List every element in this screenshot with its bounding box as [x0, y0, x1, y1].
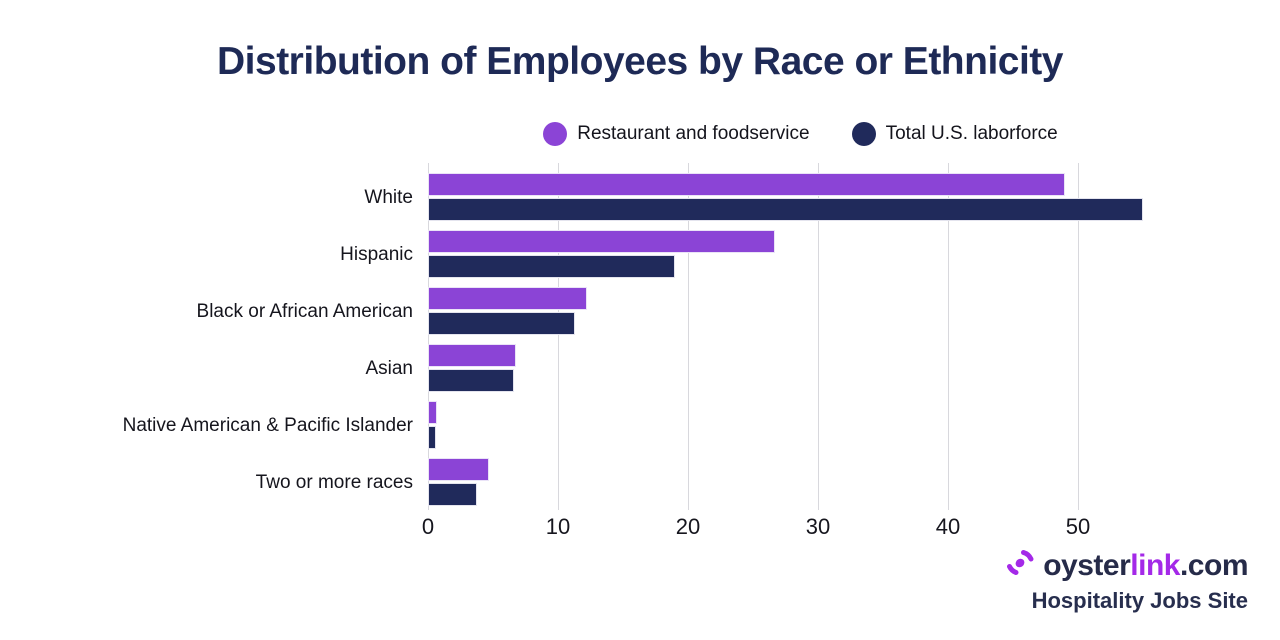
category-label-hispanic: Hispanic: [340, 244, 413, 265]
logo-text-oyster: oyster: [1043, 549, 1131, 582]
legend-item-laborforce: Total U.S. laborforce: [851, 122, 1058, 146]
category-label-white: White: [364, 187, 413, 208]
logo-tagline: Hospitality Jobs Site: [1031, 588, 1248, 613]
gridline-0: [428, 163, 429, 510]
gridline-20: [688, 163, 689, 510]
category-label-asian: Asian: [365, 358, 413, 379]
logo-text: oysterlink.com: [1043, 549, 1248, 583]
x-tick-label-10: 10: [545, 514, 571, 539]
gridline-30: [818, 163, 819, 510]
bar-restaurant-native-american-pacific-islander: [428, 401, 438, 424]
bar-restaurant-black-or-african-american: [428, 287, 587, 310]
bar-restaurant-asian: [428, 344, 517, 367]
x-tick-label-0: 0: [421, 514, 435, 539]
x-tick-label-30: 30: [805, 514, 831, 539]
legend-item-restaurant: Restaurant and foodservice: [543, 122, 810, 146]
gridline-10: [558, 163, 559, 510]
bar-laborforce-black-or-african-american: [428, 312, 575, 335]
bar-laborforce-asian: [428, 369, 514, 392]
bar-restaurant-white: [428, 173, 1065, 196]
bar-laborforce-two-or-more-races: [428, 483, 478, 506]
legend-label-laborforce: Total U.S. laborforce: [885, 123, 1058, 144]
bar-laborforce-native-american-pacific-islander: [428, 426, 436, 449]
category-axis: White Hispanic Black or African American As…: [0, 0, 413, 640]
oysterlink-logo-icon: [1007, 550, 1034, 575]
x-tick-label-50: 50: [1065, 514, 1091, 539]
legend: Restaurant and foodservice Total U.S. la…: [428, 122, 1173, 146]
gridline-40: [948, 163, 949, 510]
bar-laborforce-white: [428, 198, 1143, 221]
bar-restaurant-hispanic: [428, 230, 776, 253]
legend-swatch-laborforce-icon: [851, 122, 876, 146]
x-axis: 0 10 20 30 40 50: [422, 514, 1176, 542]
bar-laborforce-hispanic: [428, 255, 675, 278]
legend-swatch-restaurant-icon: [543, 122, 568, 146]
branding: oysterlink.com Hospitality Jobs Site: [1005, 546, 1249, 614]
logo-text-domain: .com: [1179, 549, 1249, 582]
bar-restaurant-two-or-more-races: [428, 458, 490, 481]
category-label-two-or-more-races: Two or more races: [255, 472, 413, 493]
chart-title: Distribution of Employees by Race or Eth…: [217, 40, 1064, 83]
category-label-black-or-african-american: Black or African American: [196, 301, 413, 322]
gridline-50: [1078, 163, 1079, 510]
x-tick-label-40: 40: [935, 514, 961, 539]
legend-label-restaurant: Restaurant and foodservice: [577, 123, 810, 144]
category-label-native-american-pacific-islander: Native American & Pacific Islander: [122, 415, 413, 436]
plot-area: [428, 163, 1176, 510]
x-tick-label-20: 20: [675, 514, 701, 539]
logo-text-link: link: [1130, 549, 1180, 582]
logo: oysterlink.com: [1005, 546, 1249, 586]
